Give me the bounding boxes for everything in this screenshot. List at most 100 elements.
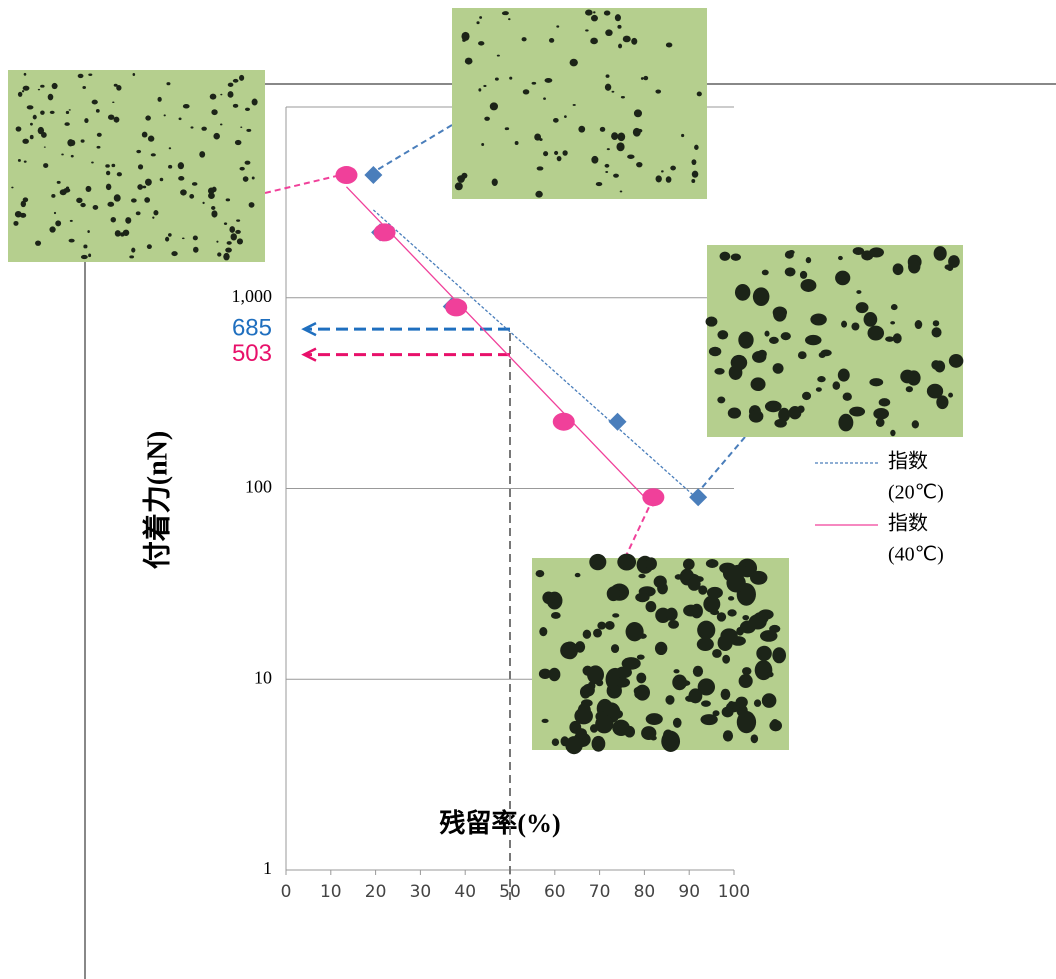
particle bbox=[666, 608, 678, 621]
particle bbox=[505, 127, 509, 130]
particle bbox=[656, 175, 662, 182]
particle bbox=[605, 164, 610, 168]
particle bbox=[611, 644, 619, 653]
particle bbox=[890, 321, 895, 324]
particle bbox=[709, 347, 721, 356]
particle bbox=[657, 582, 668, 594]
particle bbox=[681, 680, 691, 686]
particle bbox=[557, 156, 562, 161]
particle bbox=[723, 709, 731, 714]
particle bbox=[228, 91, 234, 98]
particle bbox=[701, 700, 711, 706]
particle bbox=[240, 126, 242, 127]
particle bbox=[461, 173, 467, 179]
particle bbox=[893, 333, 902, 343]
particle bbox=[728, 596, 734, 600]
particle bbox=[673, 718, 682, 728]
particle bbox=[193, 236, 198, 241]
particle bbox=[539, 627, 547, 636]
particle bbox=[54, 212, 56, 214]
particle bbox=[131, 248, 135, 253]
particle bbox=[906, 386, 913, 392]
particle bbox=[769, 337, 779, 344]
y-tick-label: 1,000 bbox=[232, 286, 273, 306]
particle bbox=[754, 699, 761, 707]
particle bbox=[157, 97, 161, 102]
particle bbox=[105, 164, 110, 167]
particle bbox=[789, 406, 802, 419]
particle bbox=[643, 76, 648, 80]
particle bbox=[554, 151, 558, 155]
particle bbox=[83, 245, 87, 249]
particle bbox=[841, 321, 847, 328]
particle bbox=[509, 77, 512, 80]
particle bbox=[767, 672, 774, 678]
particle bbox=[607, 586, 620, 601]
particle bbox=[211, 206, 215, 210]
particle bbox=[731, 254, 741, 261]
particle bbox=[760, 630, 777, 642]
particle bbox=[136, 211, 141, 215]
particle bbox=[635, 685, 650, 701]
particle bbox=[193, 247, 199, 253]
particle bbox=[591, 15, 598, 21]
particle bbox=[750, 571, 767, 585]
particle bbox=[668, 620, 679, 629]
particle bbox=[93, 205, 99, 210]
legend-label: 指数 bbox=[888, 512, 928, 535]
particle bbox=[88, 74, 92, 76]
particle bbox=[108, 114, 114, 119]
particle bbox=[578, 126, 585, 133]
particle bbox=[885, 336, 894, 341]
particle bbox=[588, 681, 596, 690]
particle bbox=[216, 241, 218, 243]
particle bbox=[136, 150, 141, 153]
particle bbox=[81, 139, 85, 142]
particle bbox=[585, 29, 589, 31]
particle bbox=[91, 161, 94, 163]
particle bbox=[757, 296, 764, 304]
particle bbox=[740, 621, 756, 634]
particle bbox=[70, 220, 73, 222]
particle bbox=[476, 21, 479, 24]
particle bbox=[33, 115, 37, 120]
particle bbox=[575, 728, 587, 738]
particle bbox=[934, 246, 947, 261]
particle bbox=[665, 695, 674, 705]
y-tick-label: 100 bbox=[245, 477, 272, 497]
particle bbox=[535, 191, 542, 198]
particle bbox=[634, 109, 642, 117]
particle bbox=[217, 252, 221, 256]
particle bbox=[497, 55, 500, 57]
particle bbox=[178, 162, 184, 169]
particle bbox=[727, 609, 736, 616]
particle bbox=[22, 90, 24, 92]
particle bbox=[729, 565, 748, 578]
particle bbox=[605, 171, 608, 173]
particle bbox=[236, 219, 240, 221]
particle bbox=[16, 126, 22, 131]
particle bbox=[575, 641, 585, 653]
particle bbox=[595, 715, 613, 734]
particle bbox=[612, 91, 615, 93]
particle bbox=[138, 164, 143, 169]
particle bbox=[69, 109, 71, 110]
particle bbox=[35, 240, 41, 245]
particle bbox=[252, 99, 258, 106]
particle bbox=[30, 123, 33, 126]
particle bbox=[570, 59, 578, 67]
micrograph bbox=[452, 8, 707, 199]
particle bbox=[183, 104, 190, 109]
particle bbox=[117, 172, 122, 176]
particle bbox=[620, 190, 623, 192]
particle bbox=[587, 665, 604, 684]
particle bbox=[553, 118, 559, 123]
particle bbox=[160, 178, 164, 182]
particle bbox=[97, 146, 101, 149]
particle bbox=[96, 109, 100, 113]
particle bbox=[20, 213, 26, 218]
particle bbox=[536, 570, 545, 577]
particle bbox=[228, 83, 234, 87]
particle bbox=[810, 314, 826, 326]
particle bbox=[240, 167, 245, 171]
